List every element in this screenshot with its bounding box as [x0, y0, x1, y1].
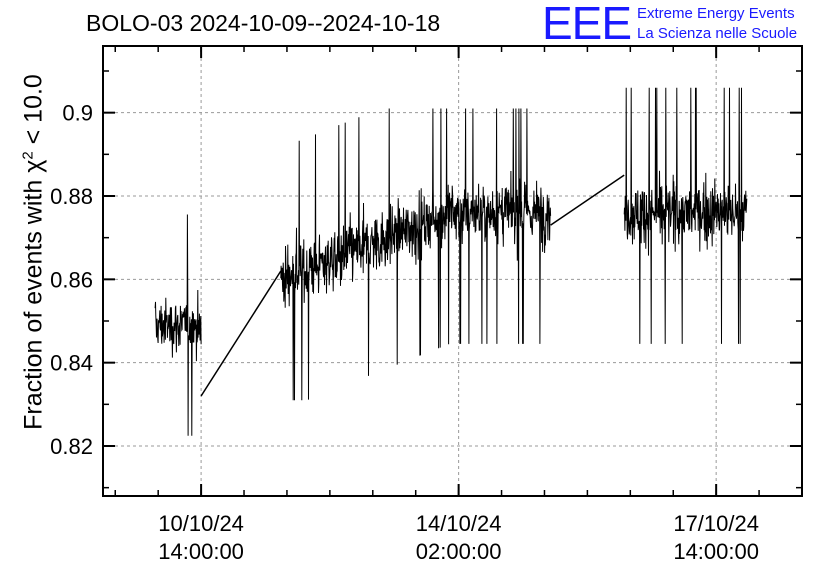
x-tick-label: 02:00:00 — [416, 539, 502, 564]
series-segment-3 — [623, 87, 748, 344]
grid-lines — [103, 46, 802, 496]
series-segment-1 — [154, 214, 202, 436]
x-tick-label: 14/10/24 — [416, 511, 502, 536]
y-axis-label: Fraction of events with χ2 < 10.0 — [19, 74, 48, 430]
eee-logo: EEE — [542, 0, 632, 49]
x-tick-label: 10/10/24 — [158, 511, 244, 536]
series-connector-2 — [550, 174, 625, 226]
y-axis-label-suffix: < 10.0 — [19, 74, 48, 152]
series-connector-1 — [200, 270, 282, 397]
organization-name: Extreme Energy Events La Scienza nelle S… — [637, 4, 797, 44]
x-tick-label: 17/10/24 — [673, 511, 759, 536]
x-tick-label: 14:00:00 — [673, 539, 759, 564]
organization-line-2: La Scienza nelle Scuole — [637, 25, 798, 42]
y-tick-label: 0.82 — [50, 434, 93, 459]
plot-frame — [102, 45, 803, 497]
chart-title: BOLO-03 2024-10-09--2024-10-18 — [86, 10, 441, 36]
y-tick-label: 0.88 — [50, 184, 93, 209]
organization-line-1: Extreme Energy Events — [637, 5, 795, 22]
axes: 0.82 0.84 0.86 0.88 0.9 10/10/24 14:00:00 14/10… — [50, 46, 803, 564]
x-tick-label: 14:00:00 — [158, 539, 244, 564]
y-axis-label-superscript: 2 — [19, 151, 37, 160]
data-series — [154, 87, 748, 436]
series-segment-2 — [280, 108, 552, 401]
y-tick-label: 0.84 — [50, 351, 93, 376]
y-tick-label: 0.9 — [62, 101, 93, 126]
y-tick-label: 0.86 — [50, 267, 93, 292]
y-axis-label-prefix: Fraction of events with χ — [19, 159, 48, 430]
